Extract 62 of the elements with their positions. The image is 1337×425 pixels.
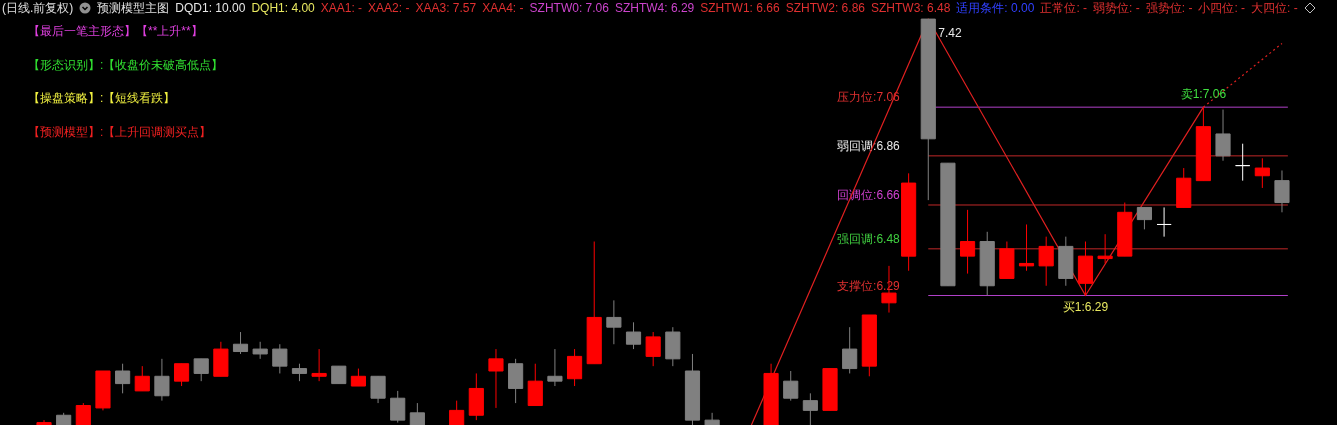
candlestick [232, 331, 249, 355]
annotation: 买1:6.29 [1062, 299, 1109, 314]
candlestick [1097, 233, 1113, 264]
candlestick [1156, 206, 1172, 238]
candlestick [134, 365, 150, 392]
text: XAA1: - [320, 1, 363, 15]
candlestick [625, 321, 642, 350]
candlestick [1136, 206, 1152, 230]
candlestick [960, 209, 976, 275]
annotation: 卖1:7.06 [1180, 87, 1227, 102]
candlestick [193, 358, 209, 382]
chart-title: (日线.前复权) [2, 0, 74, 17]
annotation: 7.42 [938, 26, 962, 41]
candlestick [1235, 143, 1251, 182]
candlestick [311, 348, 327, 382]
annotation: 【操盘策略】:【短线看跌】 [28, 90, 176, 107]
candlestick [449, 400, 465, 425]
annotation: 强回调:6.48 [837, 231, 901, 246]
candlestick [1254, 157, 1270, 189]
annotation: 弱回调:6.86 [837, 138, 901, 153]
candlestick [783, 370, 799, 402]
candlestick [75, 402, 91, 425]
chart-subtitle: 预测模型主图 [97, 0, 170, 17]
text: SZHTW1: 6.66 [700, 1, 780, 15]
text: DQD1: 10.00 [175, 1, 246, 15]
candlestick [842, 326, 858, 374]
text: XAA2: - [368, 1, 410, 15]
annotation: 【形态识别】:【收盘价未破高低点】 [28, 56, 224, 74]
candlestick [272, 343, 288, 374]
candlestick [115, 363, 131, 394]
text: XAA4: - [482, 1, 524, 15]
candlestick [645, 331, 661, 367]
text: 弱势位: - [1093, 0, 1140, 17]
text: SZHTW0: 7.06 [529, 1, 609, 15]
text: SZHTW2: 6.86 [785, 1, 865, 15]
candlestick [1274, 169, 1290, 213]
text: DQH1: 4.00 [251, 1, 315, 15]
candlestick [802, 392, 818, 425]
candlestick [488, 348, 504, 409]
annotation: 【最后一笔主形态】【**上升**】 [28, 23, 203, 40]
text: SZHTW3: 6.48 [870, 1, 951, 15]
candlestick [409, 402, 425, 425]
candlestick [36, 419, 52, 425]
text: 适用条件: 0.00 [956, 0, 1035, 17]
candlestick [173, 363, 190, 387]
candlestick [390, 390, 406, 424]
candlestick [1018, 223, 1035, 272]
candlestick [606, 299, 622, 345]
text: 强势位: - [1145, 0, 1193, 17]
candlestick [704, 412, 720, 425]
annotation: 【预测模型】:【上升回调测买点】 [28, 123, 212, 141]
candlestick [154, 358, 170, 402]
text: 小四位: - [1198, 0, 1246, 17]
text: 大四位: - [1251, 0, 1298, 17]
candlestick [370, 375, 386, 404]
text: 正常位: - [1040, 0, 1088, 17]
candlestick [567, 348, 583, 387]
candlestick [1215, 109, 1231, 162]
text: XAA3: 7.57 [415, 1, 477, 15]
candlestick [547, 348, 563, 387]
candlestick [1038, 236, 1054, 287]
text: SZHTW4: 6.29 [614, 1, 695, 15]
